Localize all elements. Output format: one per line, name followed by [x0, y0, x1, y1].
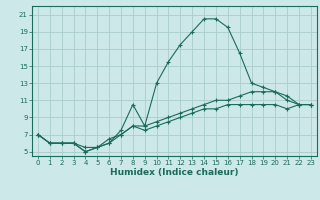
X-axis label: Humidex (Indice chaleur): Humidex (Indice chaleur)	[110, 168, 239, 177]
